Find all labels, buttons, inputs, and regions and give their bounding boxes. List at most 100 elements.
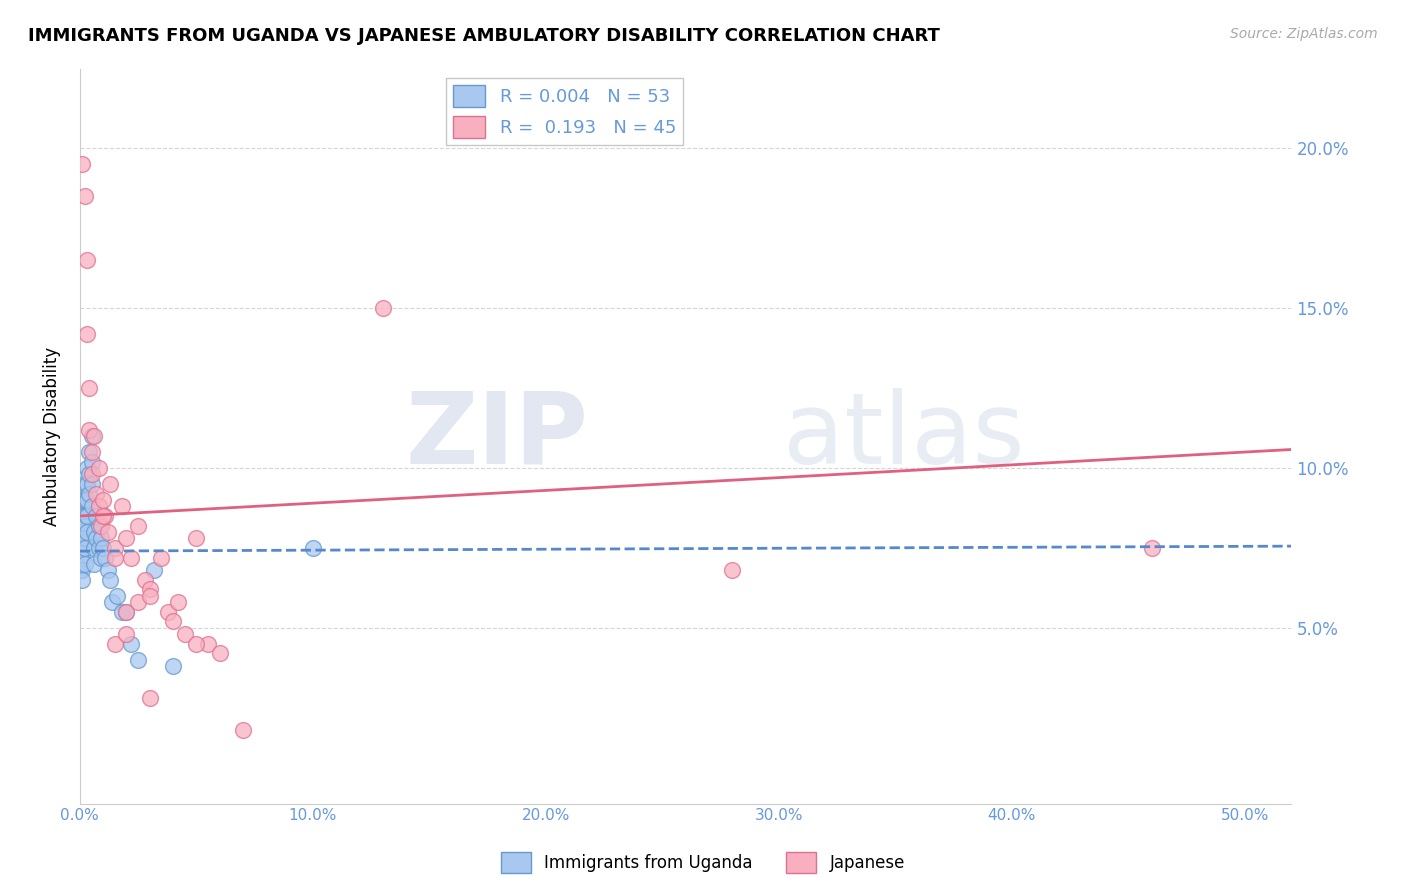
Text: ZIP: ZIP (406, 387, 589, 484)
Point (76, 524, 98, 539)
Point (84, 508, 107, 523)
Point (80, 429, 103, 443)
Point (70, 508, 93, 523)
Point (139, 691, 162, 706)
Point (98, 573, 121, 587)
Point (76, 477, 98, 491)
Point (97, 563, 120, 577)
Point (70, 532, 93, 546)
Point (77, 486, 100, 500)
Point (70, 550, 93, 565)
Point (90, 550, 112, 565)
Point (98, 477, 121, 491)
Point (104, 541, 127, 555)
Point (90, 532, 112, 546)
Point (77, 381, 100, 395)
Point (197, 637, 219, 651)
Point (73, 493, 96, 508)
Legend: Immigrants from Uganda, Japanese: Immigrants from Uganda, Japanese (495, 846, 911, 880)
Point (76, 493, 98, 508)
Point (94, 550, 117, 565)
Point (77, 467, 100, 482)
Legend: R = 0.004   N = 53, R =  0.193   N = 45: R = 0.004 N = 53, R = 0.193 N = 45 (446, 78, 683, 145)
Point (73, 518, 96, 533)
Point (73, 557, 96, 571)
Point (80, 500, 103, 514)
Point (73, 477, 96, 491)
Point (120, 550, 142, 565)
Point (76, 253, 98, 268)
Point (84, 532, 107, 546)
Point (70, 493, 93, 508)
Point (73, 189, 96, 203)
Point (101, 595, 124, 609)
Point (173, 627, 195, 641)
Point (139, 589, 162, 603)
Point (83, 541, 105, 555)
Point (111, 605, 134, 619)
Point (69, 524, 91, 539)
Point (83, 524, 105, 539)
Point (111, 500, 134, 514)
Point (115, 605, 138, 619)
Point (143, 563, 166, 577)
Point (80, 445, 103, 459)
Point (91, 508, 114, 523)
Point (127, 595, 149, 609)
Text: Source: ZipAtlas.com: Source: ZipAtlas.com (1230, 27, 1378, 41)
Point (127, 518, 149, 533)
Point (83, 429, 105, 443)
Point (104, 637, 127, 651)
Point (73, 532, 96, 546)
Point (70, 157, 93, 171)
Point (134, 573, 156, 587)
Point (94, 508, 117, 523)
Point (162, 659, 184, 673)
Point (87, 461, 110, 475)
Point (83, 557, 105, 571)
Point (91, 493, 114, 508)
Text: IMMIGRANTS FROM UGANDA VS JAPANESE AMBULATORY DISABILITY CORRELATION CHART: IMMIGRANTS FROM UGANDA VS JAPANESE AMBUL… (28, 27, 941, 45)
Point (77, 445, 100, 459)
Point (70, 541, 93, 555)
Point (1140, 541, 1163, 555)
Point (77, 423, 100, 437)
Point (104, 550, 127, 565)
Point (208, 647, 231, 661)
Point (80, 455, 103, 469)
Point (127, 653, 149, 667)
Point (162, 615, 184, 629)
Point (87, 518, 110, 533)
Point (70, 518, 93, 533)
Point (721, 563, 744, 577)
Point (70, 563, 93, 577)
Text: atlas: atlas (783, 387, 1024, 484)
Point (186, 532, 208, 546)
Point (91, 541, 114, 555)
Point (115, 605, 138, 619)
Point (69, 563, 91, 577)
Point (166, 595, 188, 609)
Point (76, 508, 98, 523)
Point (139, 582, 162, 597)
Point (73, 541, 96, 555)
Y-axis label: Ambulatory Disability: Ambulatory Disability (44, 346, 60, 525)
Point (115, 532, 138, 546)
Point (70, 573, 93, 587)
Point (157, 605, 180, 619)
Point (105, 589, 128, 603)
Point (150, 550, 173, 565)
Point (186, 637, 208, 651)
Point (87, 541, 110, 555)
Point (120, 637, 142, 651)
Point (76, 461, 98, 475)
Point (115, 627, 138, 641)
Point (90, 518, 112, 533)
Point (69, 550, 91, 565)
Point (76, 326, 98, 341)
Point (371, 301, 394, 316)
Point (84, 486, 107, 500)
Point (87, 500, 110, 514)
Point (73, 508, 96, 523)
Point (80, 477, 103, 491)
